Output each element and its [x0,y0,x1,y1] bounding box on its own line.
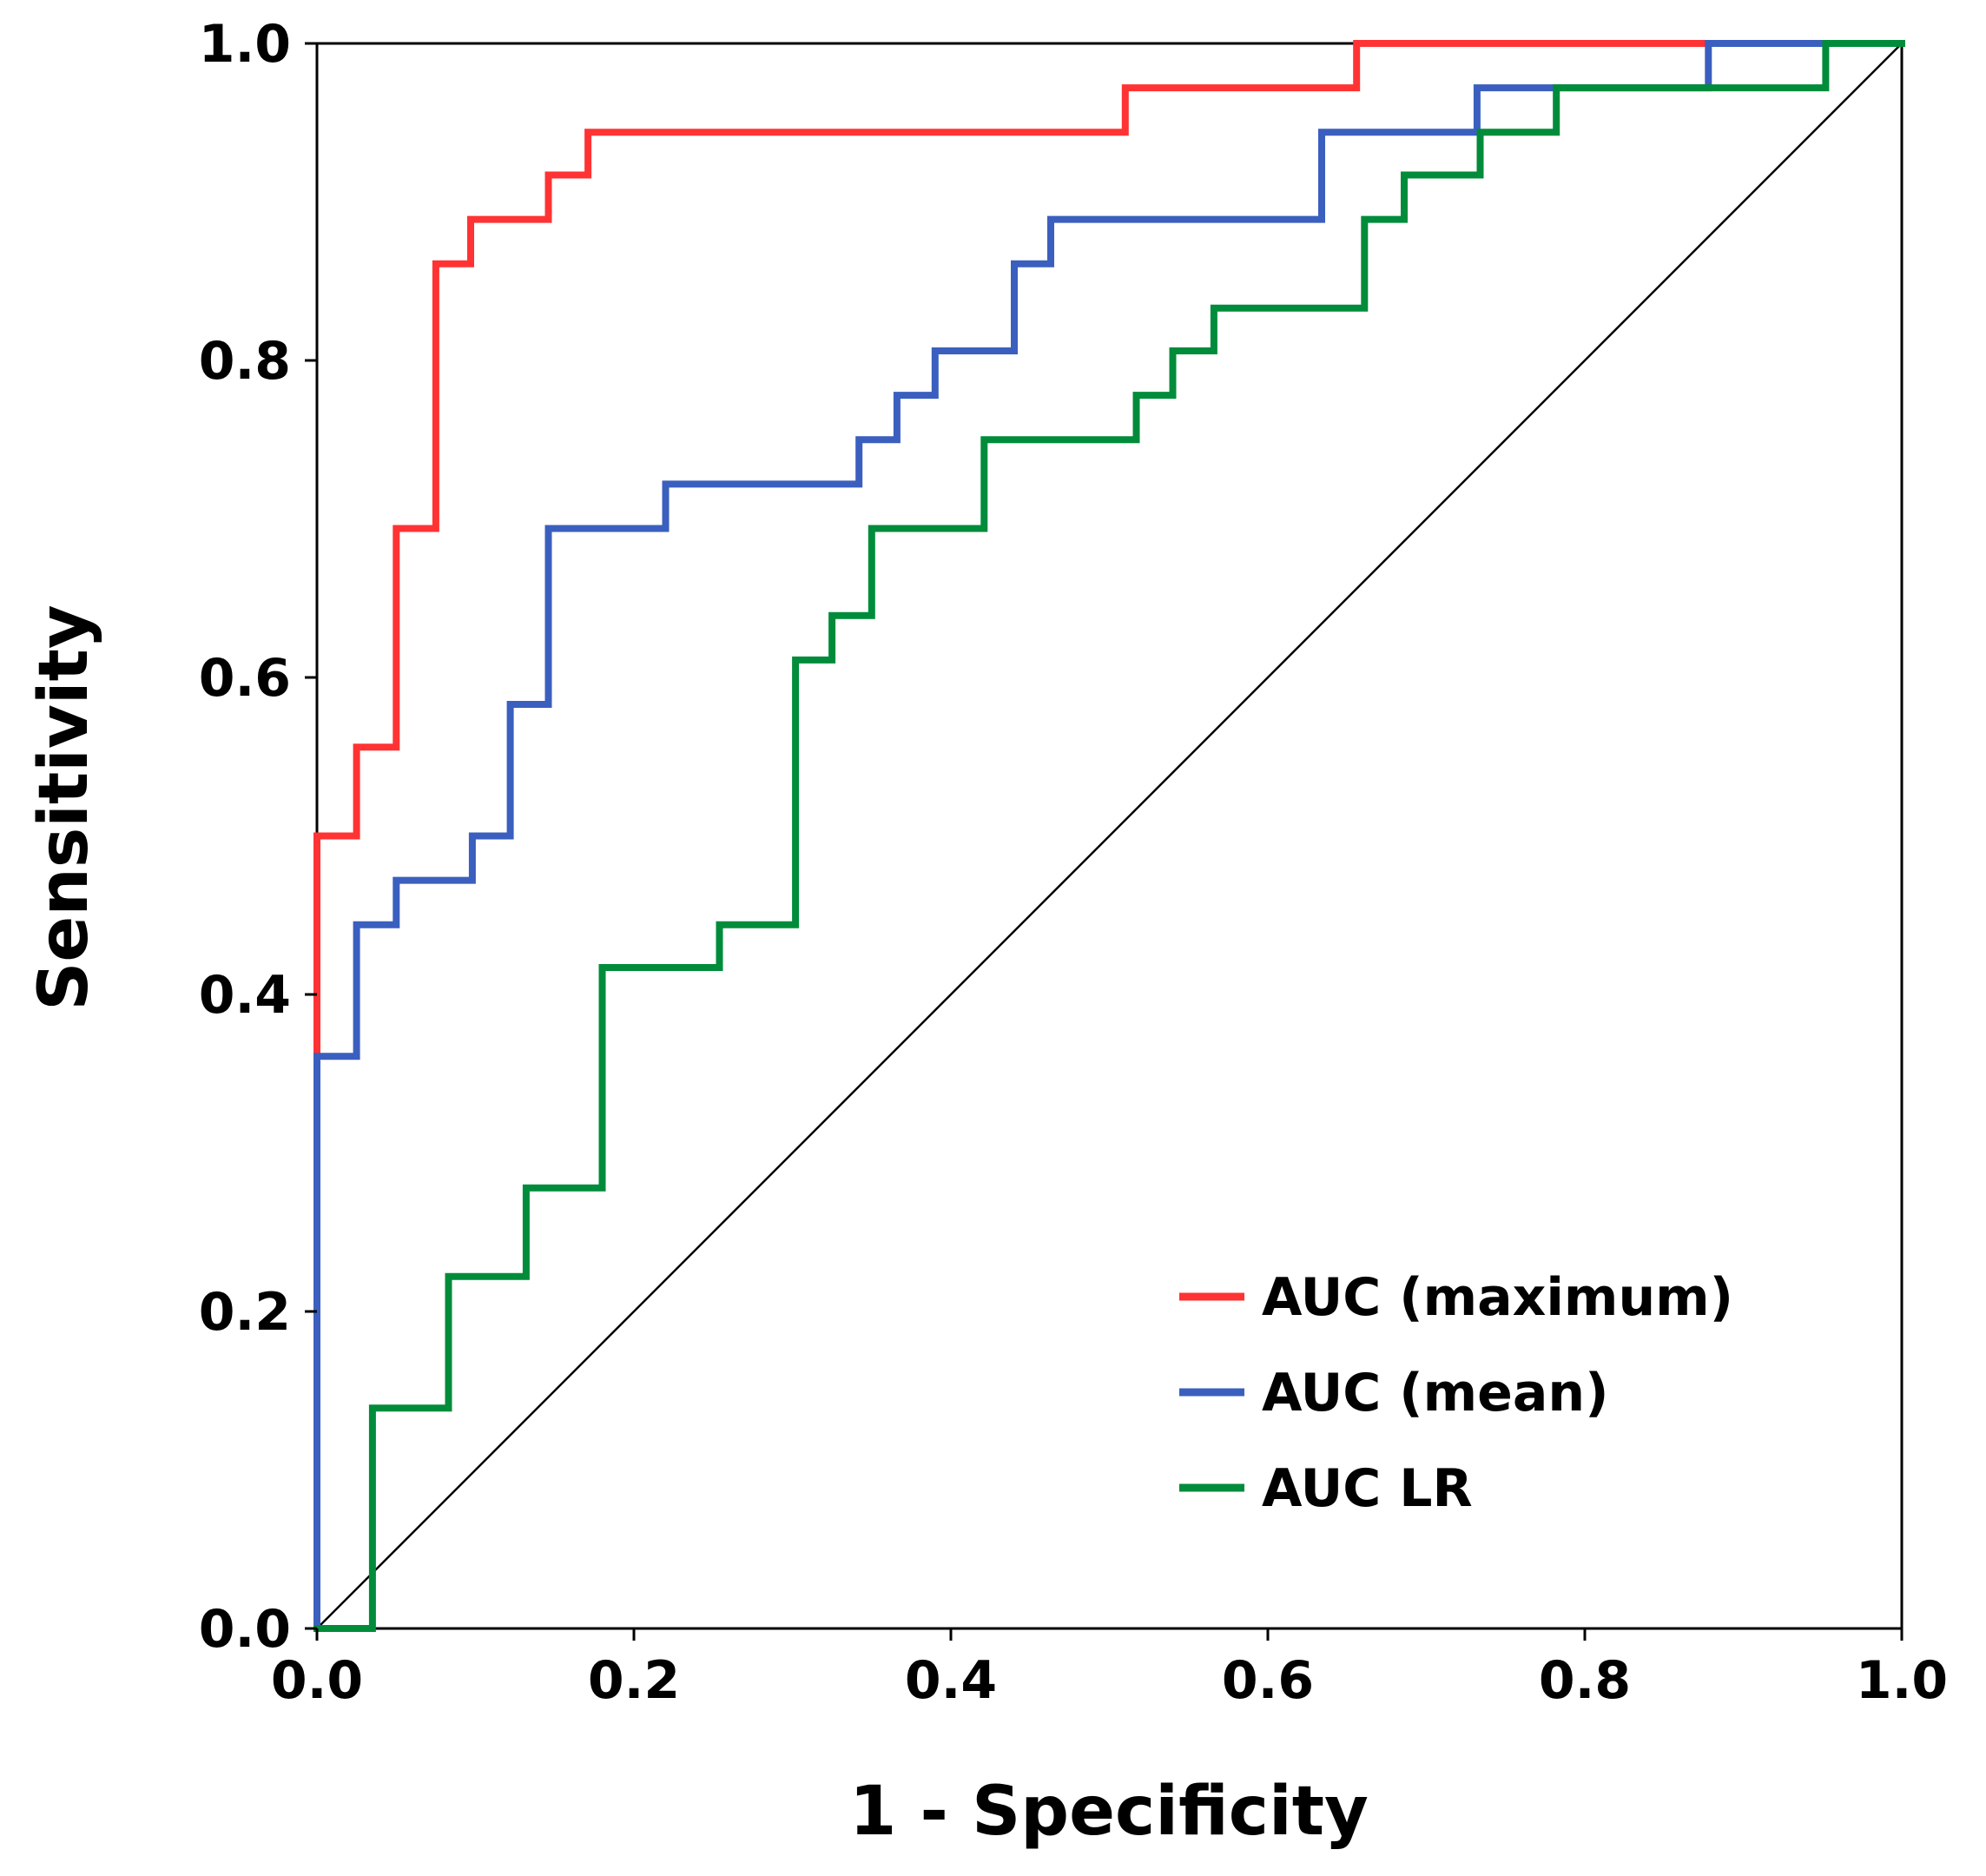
y-tick-label: 0.2 [199,1282,291,1343]
legend: AUC (maximum) AUC (mean) AUC LR [1179,1267,1733,1519]
reference-diagonal-line [316,43,1903,1629]
x-tick-label: 0.0 [271,1650,363,1711]
legend-label: AUC LR [1262,1458,1473,1519]
y-tick-label: 0.4 [199,965,291,1026]
y-tick-label: 1.0 [199,14,291,75]
legend-label: AUC (maximum) [1262,1267,1733,1328]
tick-layer: 0.00.0 0.2 0.2 0.4 0.4 0.6 0.6 0.8 0.8 1.0 1.0 [199,14,1948,1711]
x-tick-label: 0.6 [1222,1650,1314,1711]
x-tick-label: 0.8 [1539,1650,1631,1711]
reference-layer [316,43,1903,1629]
series-line-auc-mean [313,40,1905,1632]
y-tick-label: 0.6 [199,648,291,709]
series-layer [313,40,1905,1632]
y-tick-label: 0.8 [199,331,291,392]
x-tick-label: 0.4 [905,1650,997,1711]
y-axis-title: Sensitivity [25,604,103,1011]
x-tick-label: 0.2 [588,1650,680,1711]
x-axis-title: 1 - Specificity [849,1773,1369,1851]
legend-label: AUC (mean) [1262,1363,1609,1424]
y-tick-label: 0.0 [199,1599,291,1660]
x-tick-label: 1.0 [1856,1650,1948,1711]
series-line-auc-maximum [313,40,1905,1632]
series-line-auc-lr [313,40,1905,1632]
